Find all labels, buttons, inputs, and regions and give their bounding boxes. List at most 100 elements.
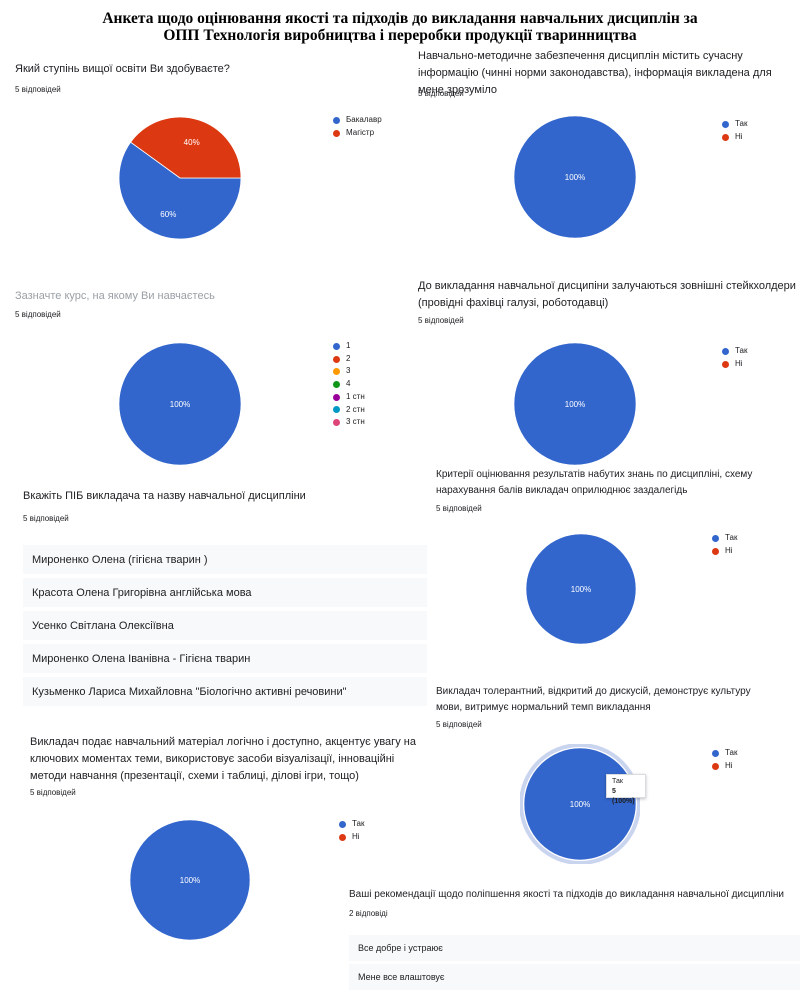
legend-swatch xyxy=(712,534,719,542)
text-response: Кузьменко Лариса Михайловна "Біологічно … xyxy=(23,677,427,706)
legend-swatch xyxy=(333,368,340,376)
legend-label: Ні xyxy=(735,131,743,141)
legend-q2: Так Ні xyxy=(722,118,747,143)
page-title: Анкета щодо оцінювання якості та підході… xyxy=(0,10,800,44)
text-response-value: Все добре і устраює xyxy=(358,943,443,953)
pie-data-label: 100% xyxy=(570,800,590,809)
pie-slice-Так xyxy=(514,116,636,238)
legend-q3: 1 2 3 4 1 стн 2 стн 3 стн xyxy=(333,340,365,429)
legend-item: Ні xyxy=(339,831,364,844)
text-response-value: Мене все влаштовує xyxy=(358,972,445,982)
pie-slice-Так xyxy=(130,820,250,940)
legend-item: Ні xyxy=(722,358,747,371)
legend-swatch xyxy=(722,120,729,128)
question-title-q5: Вкажіть ПІБ викладача та назву навчально… xyxy=(23,490,306,502)
pie-slice-1 xyxy=(119,343,241,465)
legend-item: Так xyxy=(722,118,747,131)
legend-item: Так xyxy=(339,818,364,831)
legend-label: 2 стн xyxy=(346,404,365,414)
legend-label: Ні xyxy=(352,831,360,841)
legend-swatch xyxy=(333,380,340,388)
response-count-q3: 5 відповідей xyxy=(15,310,61,319)
response-count-q5: 5 відповідей xyxy=(23,514,69,523)
legend-item: 3 xyxy=(333,365,365,378)
legend-item: 1 xyxy=(333,340,365,353)
tooltip-value: 5 (100%) xyxy=(612,788,635,805)
legend-label: Ні xyxy=(725,760,733,770)
legend-label: 3 стн xyxy=(346,417,365,427)
legend-q6: Так Ні xyxy=(712,532,737,557)
legend-label: 4 xyxy=(346,379,351,389)
legend-item: Так xyxy=(722,345,747,358)
response-count-q4: 5 відповідей xyxy=(418,316,464,325)
legend-label: 2 xyxy=(346,353,351,363)
pie-chart-q2: 100% xyxy=(514,116,636,238)
legend-swatch xyxy=(333,406,340,414)
response-count-q9: 2 відповіді xyxy=(349,909,388,918)
legend-item: Так xyxy=(712,747,737,760)
text-response-value: Мироненко Олена (гігієна тварин ) xyxy=(32,553,208,566)
legend-swatch xyxy=(333,355,340,363)
question-title-q2: Навчально-методичне забезпечення дисципл… xyxy=(418,50,772,96)
legend-q4: Так Ні xyxy=(722,345,747,370)
pie-slice-Так xyxy=(526,534,636,644)
legend-item: Так xyxy=(712,532,737,545)
legend-swatch xyxy=(339,833,346,841)
response-count-q8: 5 відповідей xyxy=(30,788,76,797)
response-count-q6: 5 відповідей xyxy=(436,504,482,513)
text-response: Все добре і устраює xyxy=(349,935,800,961)
text-response: Мене все влаштовує xyxy=(349,964,800,990)
legend-label: Так xyxy=(725,533,738,542)
question-title-q9: Ваші рекомендації щодо поліпшення якості… xyxy=(349,889,784,900)
page-title-line-1: Анкета щодо оцінювання якості та підході… xyxy=(102,10,698,27)
legend-item: Бакалавр xyxy=(333,114,382,127)
legend-swatch xyxy=(712,749,719,757)
pie-slice-Так xyxy=(514,343,636,465)
legend-label: 1 xyxy=(346,341,351,350)
legend-item: 3 стн xyxy=(333,416,365,429)
page-title-line-2: ОПП Технологія виробництва і переробки п… xyxy=(163,27,637,44)
text-response-value: Мироненко Олена Іванівна - Гігієна твари… xyxy=(32,652,251,665)
pie-chart-q8: 100% xyxy=(130,820,250,940)
text-response-value: Кузьменко Лариса Михайловна "Біологічно … xyxy=(32,685,347,698)
legend-label: Ні xyxy=(725,545,733,555)
legend-item: 2 xyxy=(333,353,365,366)
pie-chart-q1: 60% 40% xyxy=(119,117,241,239)
legend-item: 4 xyxy=(333,378,365,391)
legend-item: Ні xyxy=(712,760,737,773)
legend-swatch xyxy=(333,342,340,350)
legend-item: 1 стн xyxy=(333,391,365,404)
pie-highlight-ring xyxy=(520,744,640,864)
text-response: Усенко Світлана Олексіївна xyxy=(23,611,427,640)
legend-swatch xyxy=(722,133,729,141)
response-count-q1: 5 відповідей xyxy=(15,85,61,94)
legend-swatch xyxy=(333,116,340,124)
legend-label: Так xyxy=(735,119,748,128)
legend-swatch xyxy=(339,820,346,828)
legend-swatch xyxy=(333,393,340,401)
legend-swatch xyxy=(712,547,719,555)
text-response-value: Красота Олена Григорівна англійська мова xyxy=(32,586,252,599)
text-response: Мироненко Олена (гігієна тварин ) xyxy=(23,545,427,574)
legend-swatch xyxy=(712,762,719,770)
pie-slice-Бакалавр xyxy=(119,141,241,239)
text-response-value: Усенко Світлана Олексіївна xyxy=(32,619,174,632)
legend-item: 2 стн xyxy=(333,404,365,417)
pie-slice-Магістр xyxy=(130,117,241,179)
legend-q8: Так Ні xyxy=(339,818,364,843)
pie-chart-q3: 100% xyxy=(119,343,241,465)
legend-swatch xyxy=(333,419,340,427)
question-title-q7: Викладач толерантний, відкритий до диску… xyxy=(436,686,751,713)
question-title-q6: Критерії оцінювання результатів набутих … xyxy=(436,469,753,496)
response-count-q2: 5 відповідей xyxy=(418,89,464,98)
legend-item: Ні xyxy=(722,131,747,144)
pie-chart-q6: 100% xyxy=(526,534,636,644)
legend-label: Бакалавр xyxy=(346,115,382,124)
chart-tooltip: Так 5 (100%) xyxy=(606,774,646,805)
pie-data-label: 100% xyxy=(571,585,591,594)
legend-swatch xyxy=(722,360,729,368)
question-title-q8: Викладач подає навчальний матеріал логіч… xyxy=(30,736,416,782)
legend-label: Магістр xyxy=(346,127,375,137)
pie-data-label: 60% xyxy=(160,210,176,219)
legend-q1: Бакалавр Магістр xyxy=(333,114,382,139)
